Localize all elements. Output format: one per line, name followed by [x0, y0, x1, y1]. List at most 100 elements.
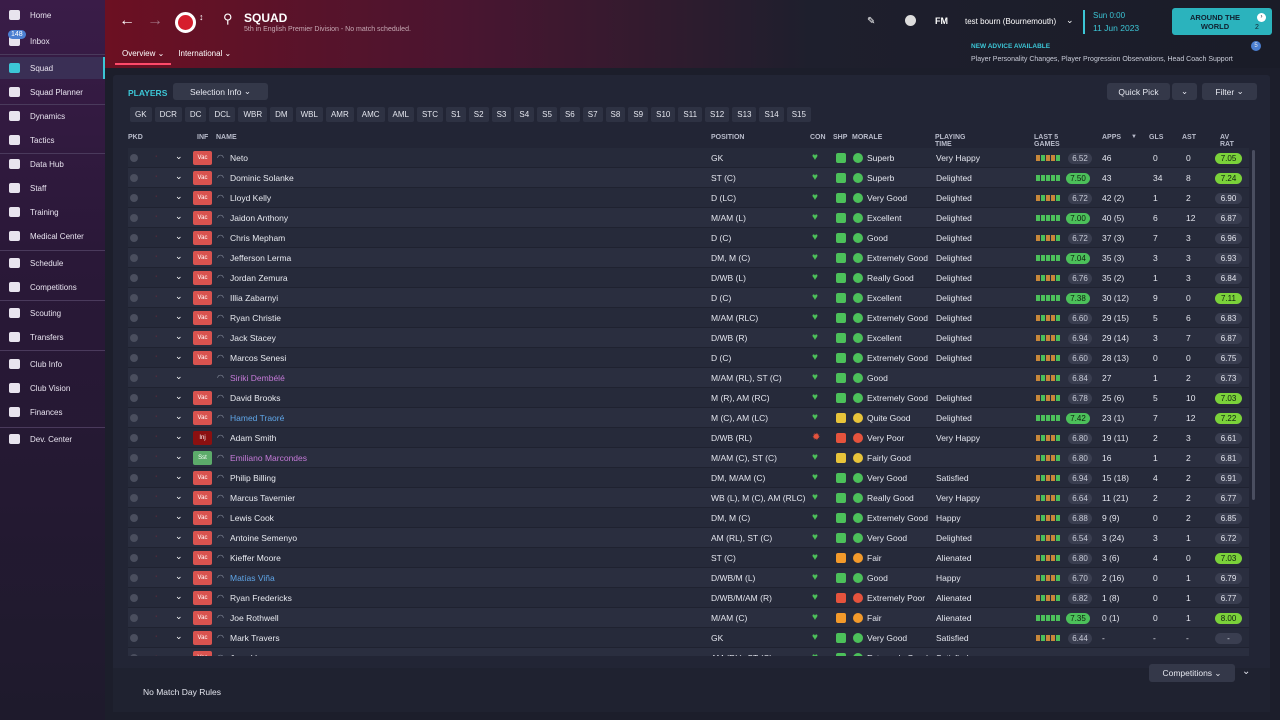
position-filter[interactable]: DCR [154, 107, 182, 122]
nav-item[interactable]: Squad [0, 57, 105, 79]
player-row[interactable]: · ⌄ Vac ◠ Dominic Solanke ST (C) ♥ Superb Deligh… [128, 168, 1249, 188]
nav-item[interactable]: Training [0, 201, 105, 223]
position-filter[interactable]: S9 [628, 107, 649, 122]
nav-item[interactable]: Club Vision [0, 377, 105, 399]
position-filter[interactable]: AMC [356, 107, 385, 122]
nav-item[interactable]: Squad Planner [0, 81, 105, 103]
row-expand[interactable]: ⌄ [175, 171, 183, 181]
player-row[interactable]: · ⌄ Vac ◠ Illia Zabarnyi D (C) ♥ Excellent Delig… [128, 288, 1249, 308]
position-filter[interactable]: WBR [238, 107, 268, 122]
player-name[interactable]: Joe Rothwell [230, 613, 279, 623]
filter-button[interactable]: Filter ⌄ [1202, 83, 1257, 100]
pick-checkbox[interactable] [130, 194, 138, 202]
expand-chevron[interactable]: ⌄ [1242, 666, 1251, 677]
player-name[interactable]: Jamal Lowe [230, 648, 275, 656]
nav-item[interactable]: Scouting [0, 302, 105, 324]
player-row[interactable]: · ⌄ Vac ◠ Mark Travers GK ♥ Very Good Satisfied 6… [128, 628, 1249, 648]
row-expand[interactable]: ⌄ [175, 391, 183, 401]
row-expand[interactable]: ⌄ [175, 211, 183, 221]
position-filter[interactable]: S7 [582, 107, 603, 122]
column-header[interactable]: CON [810, 134, 826, 141]
player-row[interactable]: · ⌄ Vac ◠ Philip Billing DM, M/AM (C) ♥ Very Go… [128, 468, 1249, 488]
position-filter[interactable]: AML [387, 107, 414, 122]
player-row[interactable]: · ⌄ Vac ◠ Chris Mepham D (C) ♥ Good Delighted 6.7… [128, 228, 1249, 248]
nav-item[interactable]: Home [0, 4, 105, 26]
player-row[interactable]: · ⌄ Vac ◠ Jamal Lowe AM (RL), ST (C) ♥ Extremel… [128, 648, 1249, 656]
position-filter[interactable]: S1 [445, 107, 466, 122]
advice-text[interactable]: Player Personality Changes, Player Progr… [971, 56, 1233, 63]
club-badge[interactable] [175, 12, 196, 33]
position-filter[interactable]: S2 [468, 107, 489, 122]
pick-checkbox[interactable] [130, 274, 138, 282]
row-expand[interactable]: ⌄ [175, 311, 183, 321]
tab[interactable]: Overview ⌄ [115, 45, 172, 65]
player-row[interactable]: · ⌄ Inj ◠ Adam Smith D/WB (RL) ✹ Very Poor Very … [128, 428, 1249, 448]
pick-checkbox[interactable] [130, 294, 138, 302]
position-filter[interactable]: DM [270, 107, 293, 122]
pick-checkbox[interactable] [130, 634, 138, 642]
pick-checkbox[interactable] [130, 594, 138, 602]
nav-item[interactable]: Dev. Center [0, 428, 105, 450]
pick-checkbox[interactable] [130, 174, 138, 182]
column-header[interactable]: NAME [216, 134, 237, 141]
row-expand[interactable]: ⌄ [175, 651, 183, 656]
player-name[interactable]: Hamed Traoré [230, 413, 285, 423]
nav-item[interactable]: Transfers [0, 326, 105, 348]
search-icon[interactable]: ⚲ [223, 11, 233, 26]
position-filter[interactable]: S10 [651, 107, 676, 122]
forward-arrow[interactable]: → [147, 12, 163, 29]
match-day-rules[interactable]: No Match Day Rules [143, 687, 221, 697]
player-name[interactable]: Matías Viña [230, 573, 275, 583]
player-name[interactable]: Marcus Tavernier [230, 493, 296, 503]
pick-checkbox[interactable] [130, 354, 138, 362]
column-header[interactable]: APPS [1102, 134, 1122, 141]
row-expand[interactable]: ⌄ [175, 231, 183, 241]
nav-item[interactable]: Club Info [0, 353, 105, 375]
position-filter[interactable]: AMR [325, 107, 354, 122]
player-row[interactable]: · ⌄ Vac ◠ Marcus Tavernier WB (L), M (C), AM … [128, 488, 1249, 508]
pick-checkbox[interactable] [130, 334, 138, 342]
pick-checkbox[interactable] [130, 494, 138, 502]
pick-checkbox[interactable] [130, 614, 138, 622]
position-filter[interactable]: STC [416, 107, 443, 122]
column-header[interactable]: PKD [128, 134, 143, 141]
position-filter[interactable]: S14 [759, 107, 784, 122]
player-row[interactable]: · ⌄ Vac ◠ Marcos Senesi D (C) ♥ Extremely Good D… [128, 348, 1249, 368]
nav-item[interactable]: Inbox [0, 30, 105, 52]
pick-checkbox[interactable] [130, 554, 138, 562]
nav-item[interactable]: Dynamics [0, 105, 105, 127]
manager-chevron[interactable]: ⌄ [1066, 15, 1074, 25]
pick-checkbox[interactable] [130, 214, 138, 222]
row-expand[interactable]: ⌄ [175, 471, 183, 481]
player-row[interactable]: · ⌄ Vac ◠ Matías Viña D/WB/M (L) ♥ Good Happy 6.7… [128, 568, 1249, 588]
pick-checkbox[interactable] [130, 514, 138, 522]
position-filter[interactable]: S6 [559, 107, 580, 122]
player-name[interactable]: Mark Travers [230, 633, 280, 643]
nav-item[interactable]: Tactics [0, 129, 105, 151]
player-row[interactable]: · ⌄ Vac ◠ David Brooks M (R), AM (RC) ♥ Extreme… [128, 388, 1249, 408]
player-row[interactable]: · ⌄ Vac ◠ Jefferson Lerma DM, M (C) ♥ Extremely… [128, 248, 1249, 268]
manager-name[interactable]: test bourn (Bournemouth) [965, 17, 1057, 26]
row-expand[interactable]: ⌄ [175, 631, 183, 641]
row-expand[interactable]: ⌄ [175, 331, 183, 341]
player-name[interactable]: Neto [230, 153, 248, 163]
row-expand[interactable]: ⌄ [175, 411, 183, 421]
pick-checkbox[interactable] [130, 254, 138, 262]
player-name[interactable]: Jack Stacey [230, 333, 276, 343]
player-row[interactable]: · ⌄ ◠ Siriki Dembélé M/AM (RL), ST (C) ♥ Good 6… [128, 368, 1249, 388]
pick-checkbox[interactable] [130, 394, 138, 402]
player-name[interactable]: Jefferson Lerma [230, 253, 292, 263]
pick-checkbox[interactable] [130, 534, 138, 542]
pick-checkbox[interactable] [130, 454, 138, 462]
pick-checkbox[interactable] [130, 574, 138, 582]
pick-checkbox[interactable] [130, 474, 138, 482]
pick-checkbox[interactable] [130, 154, 138, 162]
position-filter[interactable]: S8 [605, 107, 626, 122]
pick-checkbox[interactable] [130, 654, 138, 656]
player-name[interactable]: Emiliano Marcondes [230, 453, 308, 463]
competitions-button[interactable]: Competitions ⌄ [1149, 664, 1235, 682]
nav-item[interactable]: Medical Center [0, 225, 105, 247]
player-row[interactable]: · ⌄ Vac ◠ Kieffer Moore ST (C) ♥ Fair Alienated 6… [128, 548, 1249, 568]
player-row[interactable]: · ⌄ Vac ◠ Ryan Christie M/AM (RLC) ♥ Extremely … [128, 308, 1249, 328]
back-arrow[interactable]: ← [119, 12, 135, 29]
